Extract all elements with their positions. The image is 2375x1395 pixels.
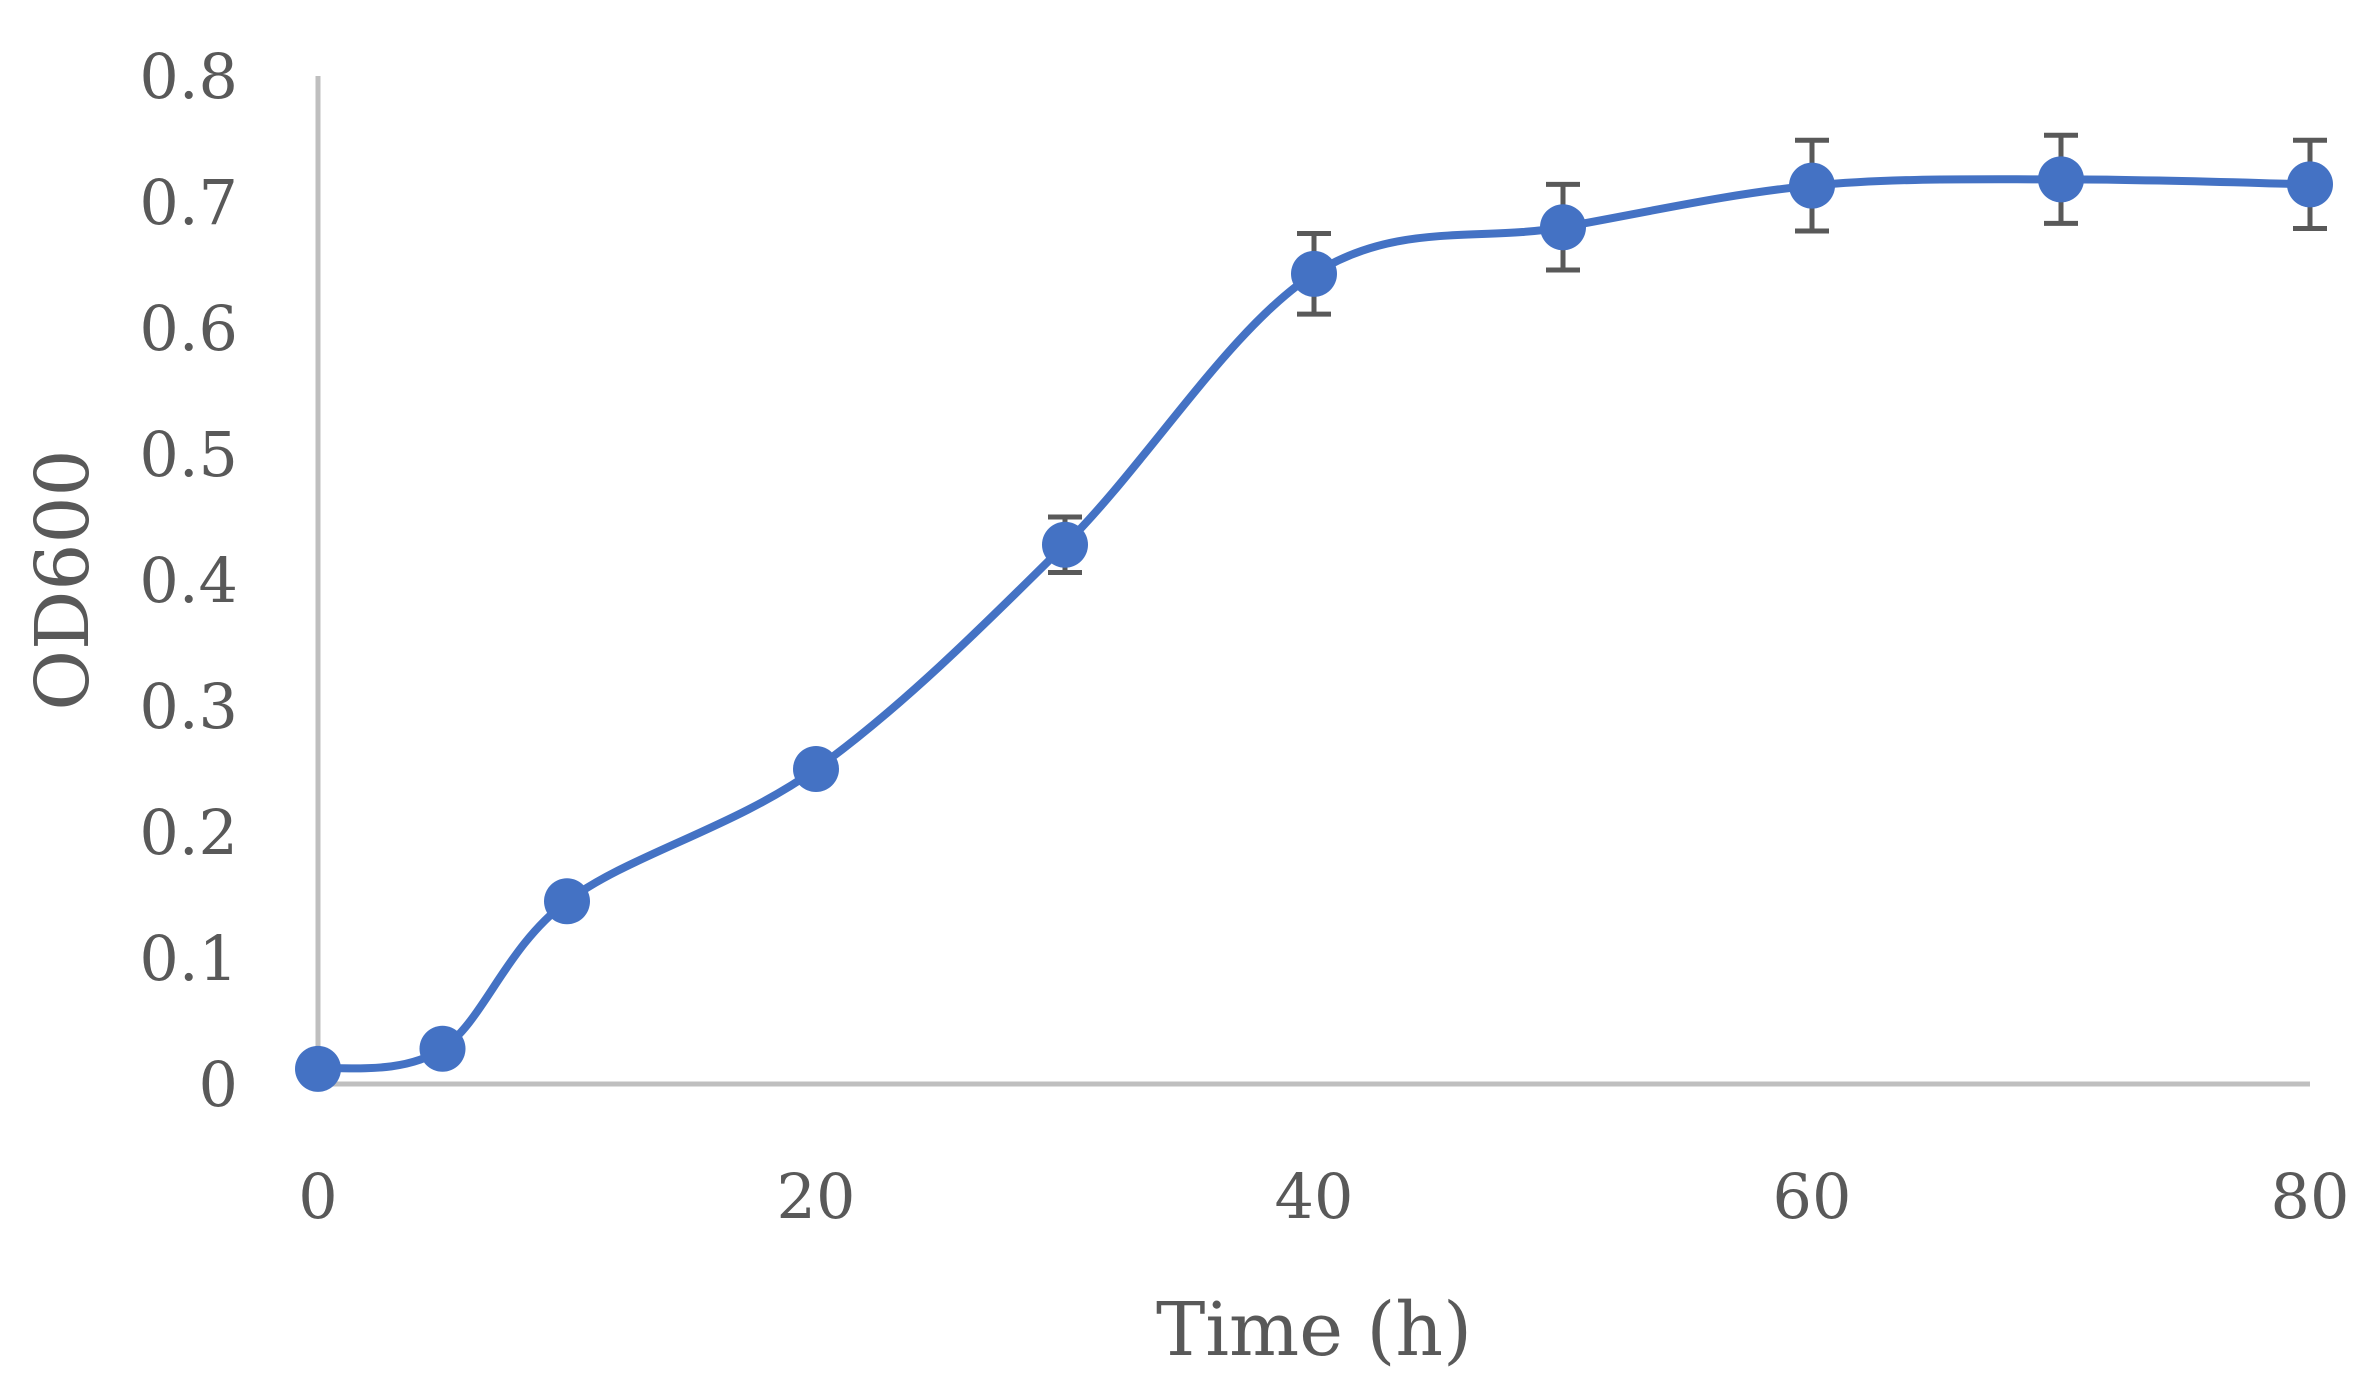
y-tick-label: 0.2 (139, 796, 238, 869)
data-point (1042, 521, 1088, 568)
axes (315, 76, 2310, 1087)
series-layer (314, 175, 2314, 1073)
data-point (544, 878, 590, 925)
x-tick-label: 60 (1773, 1160, 1852, 1233)
data-point (2287, 161, 2333, 208)
x-axis-title: Time (h) (1156, 1287, 1472, 1373)
y-axis-title: OD600 (20, 449, 106, 710)
y-tick-labels: 0 0.1 0.2 0.3 0.4 0.5 0.6 0.7 0.8 (139, 40, 238, 1121)
y-tick-label: 0.1 (139, 922, 238, 995)
data-point (1789, 162, 1835, 209)
y-tick-label: 0.6 (139, 292, 238, 365)
data-point (1540, 204, 1586, 251)
y-tick-label: 0.4 (139, 544, 238, 617)
data-markers (295, 156, 2333, 1092)
y-tick-label: 0.8 (139, 40, 238, 113)
data-point (793, 746, 839, 792)
x-tick-label: 0 (298, 1160, 337, 1233)
series-line (314, 175, 2314, 1073)
x-tick-label: 20 (777, 1160, 856, 1233)
x-tick-label: 80 (2271, 1160, 2350, 1233)
data-point (1291, 250, 1337, 297)
y-tick-label: 0 (199, 1048, 238, 1121)
x-tick-label: 40 (1275, 1160, 1354, 1233)
y-tick-label: 0.5 (139, 418, 238, 491)
data-point (295, 1045, 341, 1092)
data-point (419, 1025, 466, 1072)
data-point (2038, 156, 2084, 203)
y-tick-label: 0.3 (139, 670, 238, 743)
x-tick-labels: 0 20 40 60 80 (298, 1160, 2349, 1233)
y-tick-label: 0.7 (139, 166, 238, 239)
